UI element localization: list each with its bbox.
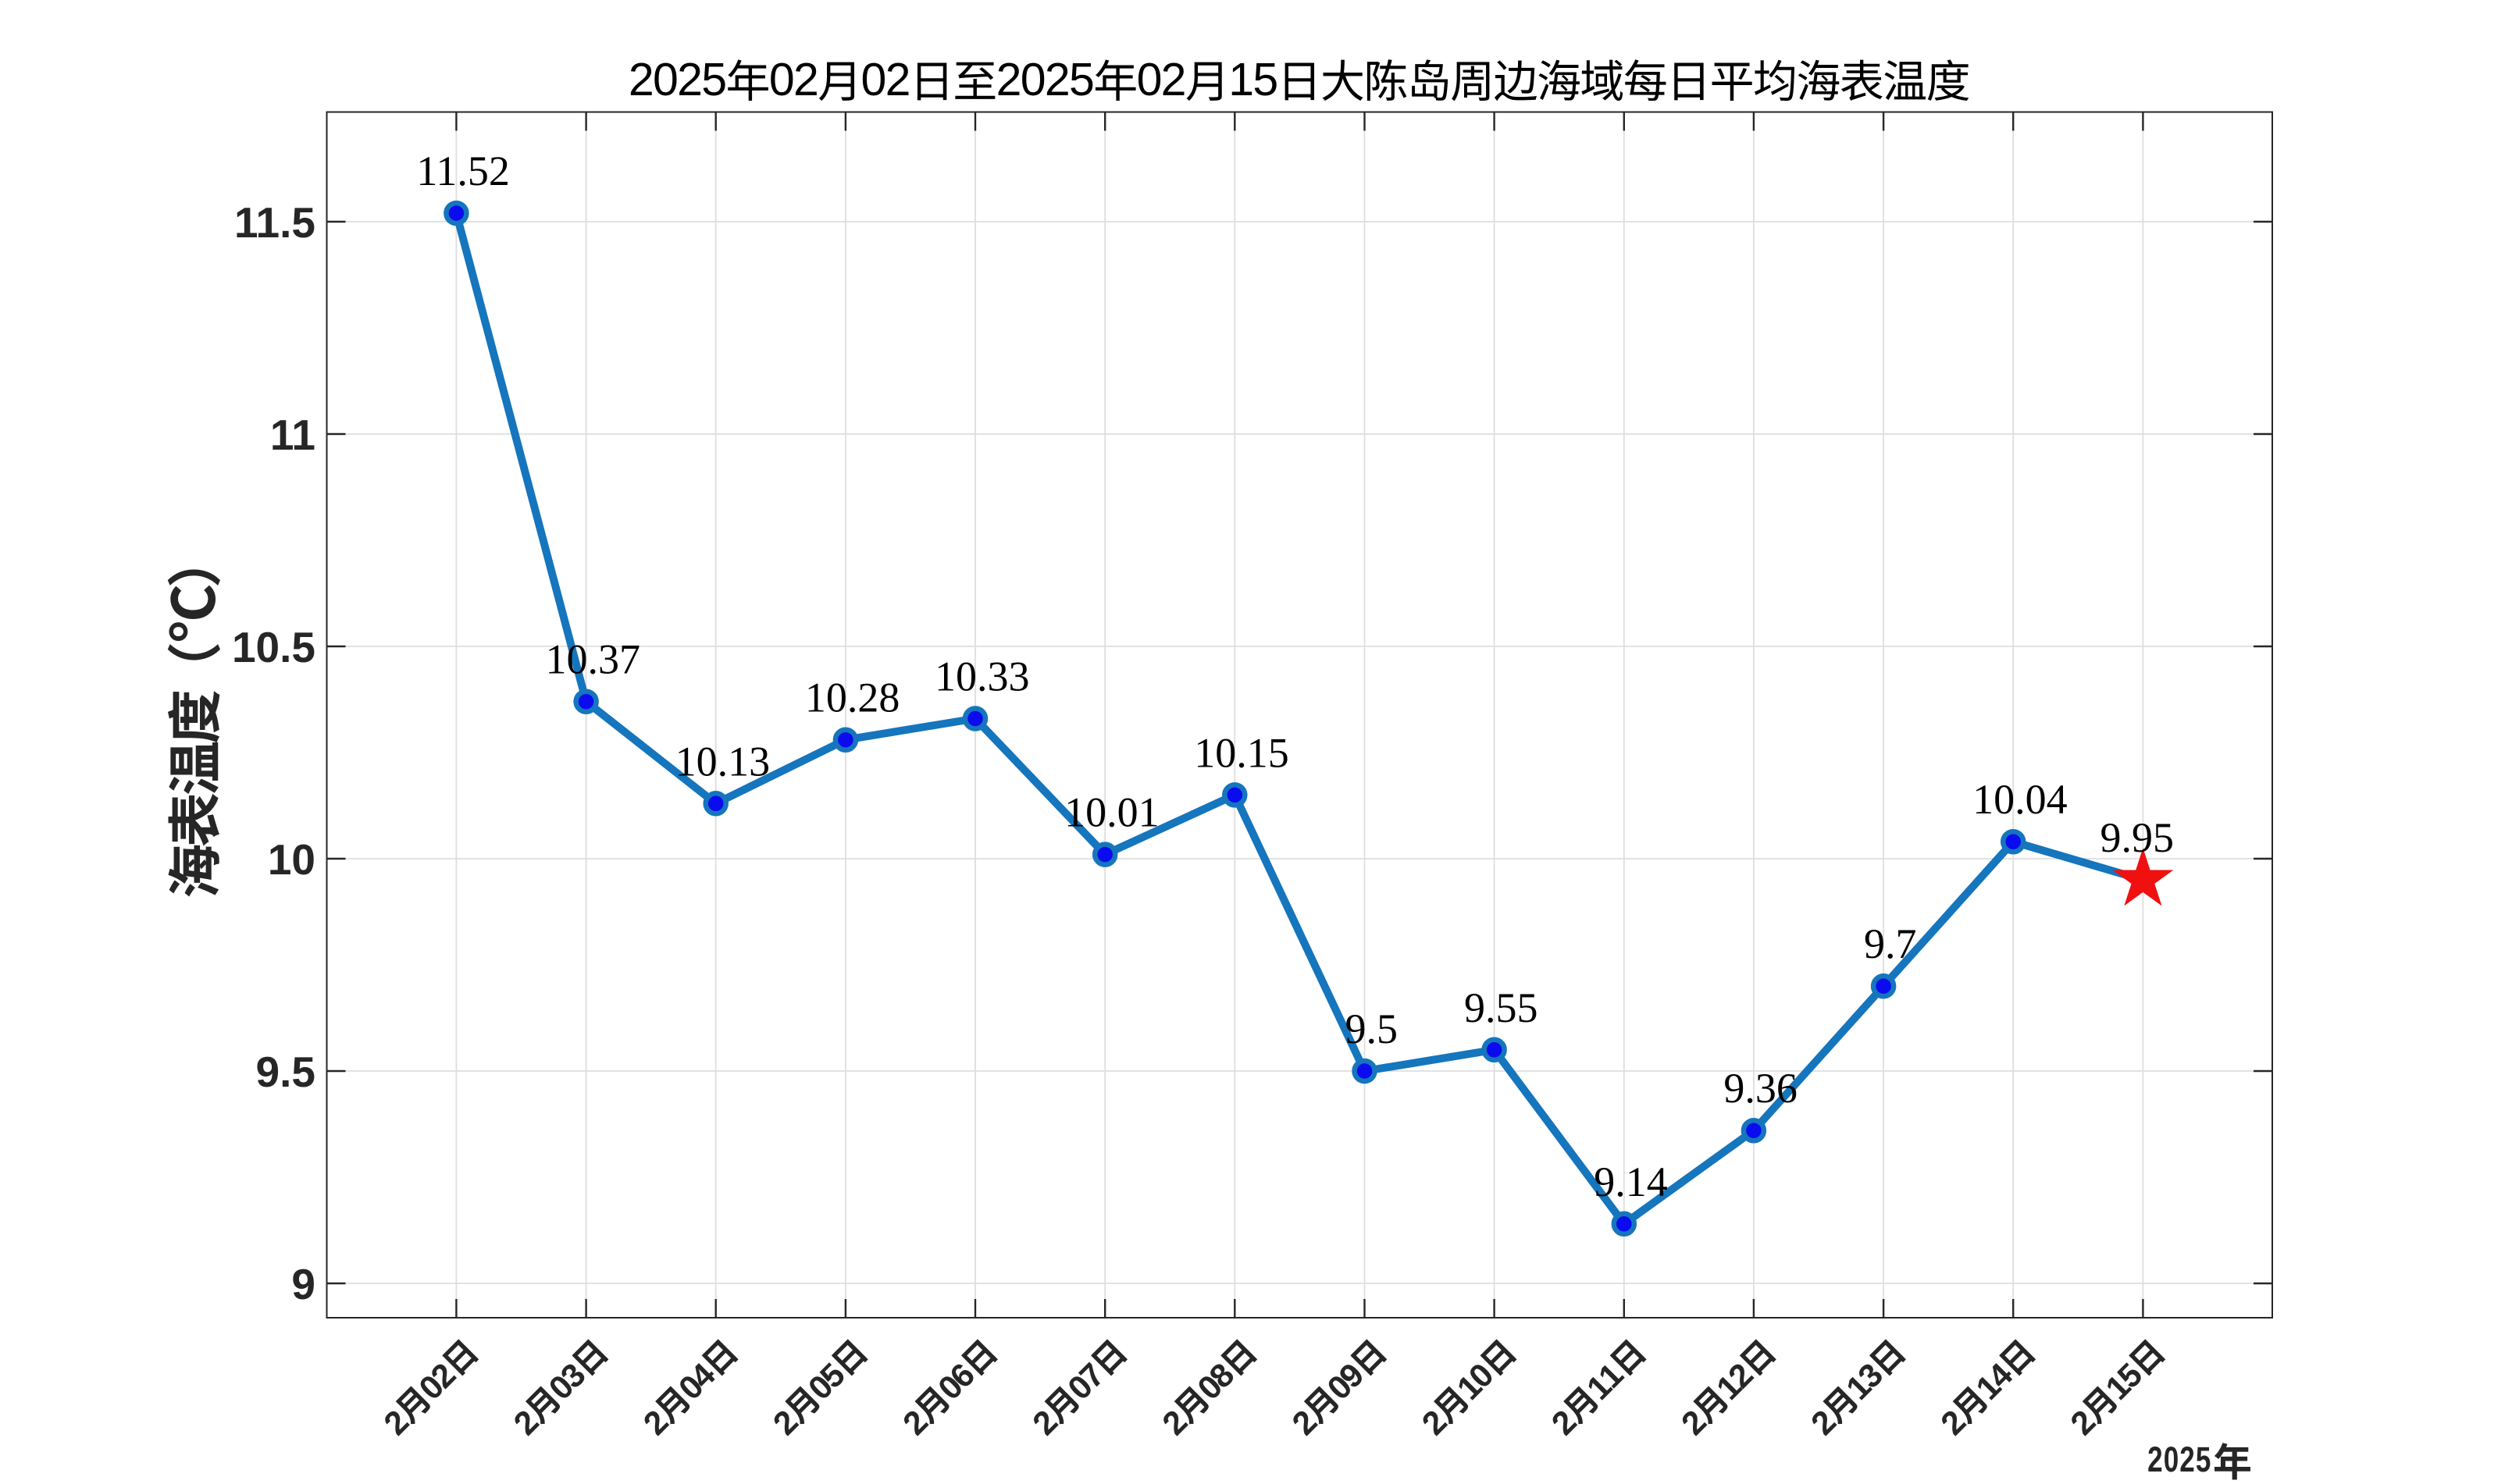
svg-text:2: 2: [1045, 54, 1071, 105]
svg-text:9.36: 9.36: [1723, 1065, 1798, 1112]
svg-text:2: 2: [2147, 1440, 2163, 1479]
svg-text:5: 5: [1069, 54, 1095, 105]
svg-text:2: 2: [793, 54, 819, 105]
svg-text:9.14: 9.14: [1594, 1158, 1668, 1205]
svg-text:2: 2: [677, 54, 703, 105]
svg-text:10.04: 10.04: [1972, 776, 2068, 823]
svg-text:0: 0: [2164, 1440, 2179, 1479]
svg-text:0: 0: [1021, 54, 1046, 105]
svg-text:2: 2: [629, 54, 654, 105]
svg-text:2: 2: [1161, 54, 1187, 105]
svg-text:0: 0: [769, 54, 795, 105]
svg-text:9: 9: [291, 1260, 315, 1308]
svg-text:10.33: 10.33: [935, 653, 1030, 700]
svg-text:10.01: 10.01: [1064, 789, 1160, 836]
svg-text:10.28: 10.28: [805, 674, 900, 721]
svg-text:5: 5: [701, 54, 727, 105]
svg-text:2: 2: [885, 54, 911, 105]
svg-text:1: 1: [1228, 54, 1254, 105]
svg-text:5: 5: [1252, 54, 1278, 105]
svg-text:0: 0: [860, 54, 886, 105]
svg-text:10.13: 10.13: [675, 738, 771, 785]
svg-text:11.5: 11.5: [234, 198, 315, 247]
svg-text:2: 2: [2179, 1440, 2195, 1479]
svg-text:11: 11: [270, 411, 315, 459]
svg-text:2: 2: [996, 54, 1022, 105]
svg-text:9.7: 9.7: [1864, 920, 1917, 967]
svg-text:9.5: 9.5: [1345, 1005, 1398, 1052]
svg-text:0: 0: [653, 54, 679, 105]
svg-text:10.5: 10.5: [232, 623, 315, 671]
svg-text:9.55: 9.55: [1464, 984, 1538, 1031]
svg-text:11.52: 11.52: [416, 148, 510, 194]
svg-text:9.5: 9.5: [256, 1048, 315, 1096]
svg-text:10.15: 10.15: [1194, 729, 1289, 776]
svg-text:10.37: 10.37: [546, 636, 641, 683]
svg-text:0: 0: [1137, 54, 1163, 105]
svg-text:10: 10: [268, 835, 315, 884]
svg-text:9.95: 9.95: [2100, 814, 2175, 861]
svg-text:5: 5: [2196, 1440, 2211, 1479]
